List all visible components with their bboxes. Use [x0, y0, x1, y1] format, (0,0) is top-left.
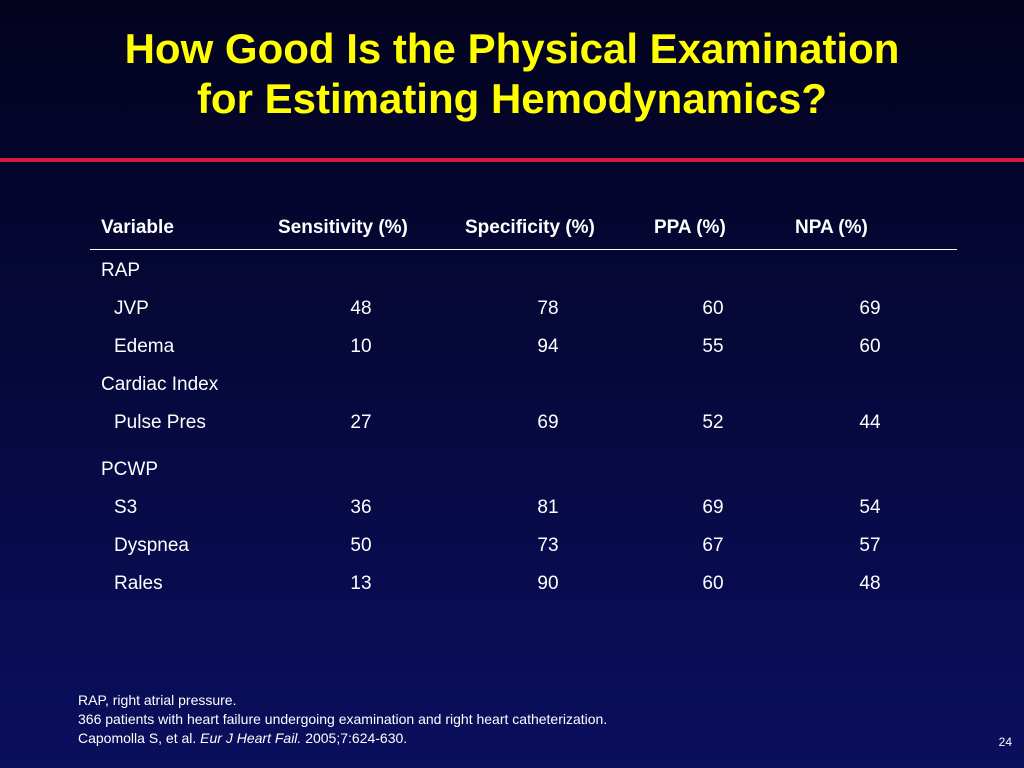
row-sensitivity: 27 — [350, 412, 372, 433]
title-line-1: How Good Is the Physical Examination — [124, 25, 900, 72]
row-ppa: 67 — [702, 535, 724, 556]
footnote-citation: Capomolla S, et al. Eur J Heart Fail. 20… — [78, 729, 607, 748]
footnote-abbreviation: RAP, right atrial pressure. — [78, 692, 237, 708]
group-label-rap: RAP — [101, 260, 141, 281]
row-sensitivity: 36 — [350, 497, 372, 518]
row-specificity: 94 — [537, 336, 559, 357]
header-npa: NPA (%) — [795, 217, 868, 238]
row-specificity: 69 — [537, 412, 559, 433]
row-specificity: 78 — [537, 298, 559, 319]
row-npa: 44 — [859, 412, 881, 433]
citation-volume: 2005;7:624-630. — [301, 730, 408, 746]
row-variable: Rales — [114, 573, 163, 594]
footnotes: RAP, right atrial pressure. 366 patients… — [78, 691, 607, 748]
row-npa: 48 — [859, 573, 881, 594]
title-divider — [0, 158, 1024, 162]
row-variable: JVP — [114, 298, 149, 319]
row-ppa: 60 — [702, 298, 724, 319]
row-variable: S3 — [114, 497, 138, 518]
row-npa: 69 — [859, 298, 881, 319]
row-ppa: 55 — [702, 336, 724, 357]
row-specificity: 73 — [537, 535, 559, 556]
header-divider — [90, 249, 957, 250]
slide-title: How Good Is the Physical Examination for… — [20, 24, 1004, 124]
header-sensitivity: Sensitivity (%) — [278, 217, 408, 238]
row-ppa: 52 — [702, 412, 724, 433]
row-specificity: 81 — [537, 497, 559, 518]
group-label-cardiac-index: Cardiac Index — [101, 374, 219, 395]
header-specificity: Specificity (%) — [465, 217, 595, 238]
row-sensitivity: 50 — [350, 535, 372, 556]
title-line-2: for Estimating Hemodynamics? — [196, 75, 828, 122]
row-sensitivity: 10 — [350, 336, 372, 357]
row-npa: 54 — [859, 497, 881, 518]
row-npa: 60 — [859, 336, 881, 357]
row-ppa: 60 — [702, 573, 724, 594]
header-variable: Variable — [101, 217, 174, 238]
citation-authors: Capomolla S, et al. — [78, 730, 201, 746]
header-ppa: PPA (%) — [654, 217, 726, 238]
row-variable: Pulse Pres — [114, 412, 206, 433]
row-ppa: 69 — [702, 497, 724, 518]
citation-journal: Eur J Heart Fail. — [200, 730, 302, 746]
row-npa: 57 — [859, 535, 881, 556]
row-variable: Edema — [114, 336, 175, 357]
group-label-pcwp: PCWP — [101, 459, 158, 480]
page-number: 24 — [998, 735, 1012, 749]
row-variable: Dyspnea — [114, 535, 189, 556]
footnote-population: 366 patients with heart failure undergoi… — [78, 711, 608, 727]
row-sensitivity: 48 — [350, 298, 372, 319]
row-sensitivity: 13 — [350, 573, 372, 594]
row-specificity: 90 — [537, 573, 559, 594]
